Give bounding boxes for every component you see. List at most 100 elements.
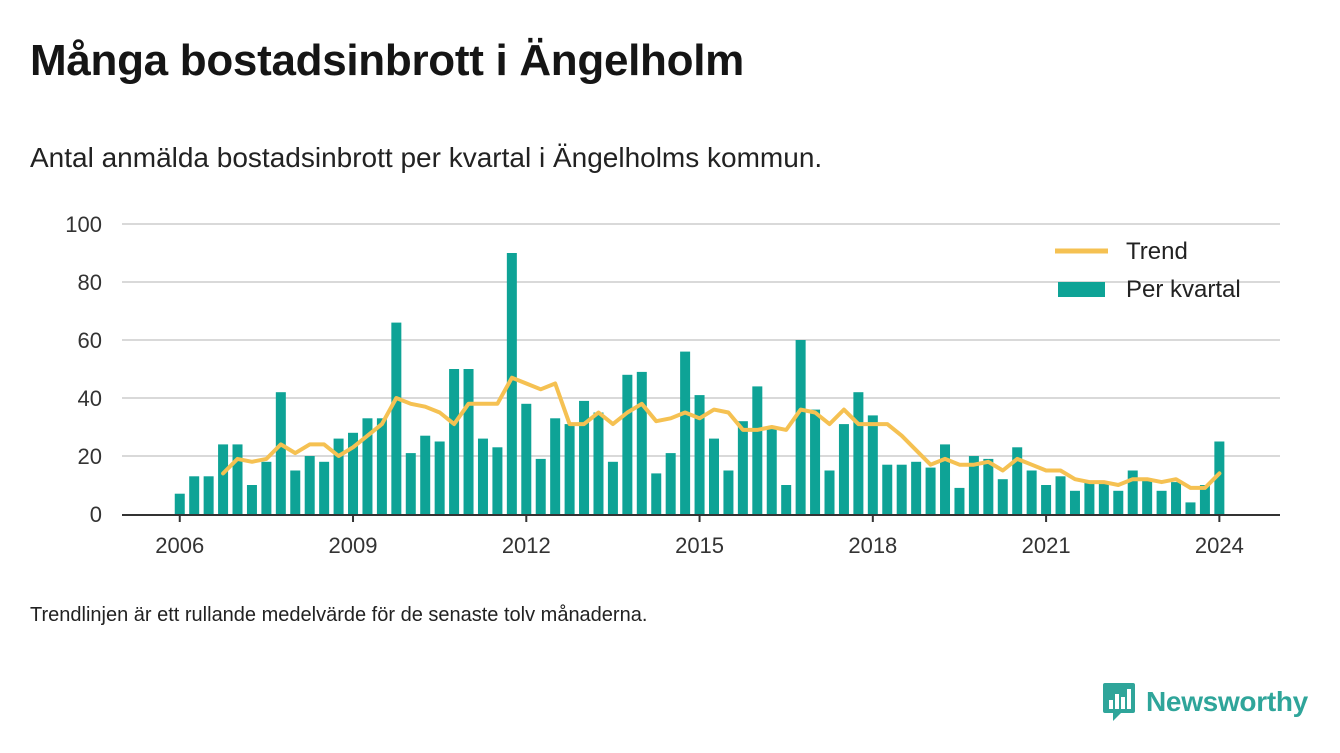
bar: [246, 485, 257, 514]
bar: [1055, 476, 1066, 514]
bar: [535, 458, 546, 514]
chart-title: Många bostadsinbrott i Ängelholm: [30, 36, 744, 85]
bar: [954, 487, 965, 514]
bar: [607, 461, 618, 514]
bar: [405, 453, 416, 514]
x-tick-label: 2018: [848, 533, 897, 558]
bar: [795, 340, 806, 514]
bar: [810, 409, 821, 514]
bar: [1012, 447, 1023, 514]
bar: [232, 444, 243, 514]
bar: [1113, 490, 1124, 514]
bar: [463, 369, 474, 514]
bar: [449, 369, 460, 514]
bar: [766, 427, 777, 514]
bar: [420, 435, 431, 514]
bar: [867, 415, 878, 514]
bar: [737, 421, 748, 514]
bar: [1069, 490, 1080, 514]
footnote: Trendlinjen är ett rullande medelvärde f…: [30, 604, 648, 626]
bar-series: [174, 253, 1225, 514]
bar: [968, 456, 979, 514]
bar: [1026, 470, 1037, 514]
y-tick-label: 80: [78, 270, 102, 295]
bar: [622, 374, 633, 514]
bar: [708, 438, 719, 514]
bar: [477, 438, 488, 514]
bar: [376, 418, 387, 514]
bar: [1214, 441, 1225, 514]
y-tick-label: 100: [65, 212, 102, 237]
bar: [593, 412, 604, 514]
bar: [1199, 485, 1210, 514]
bar: [723, 470, 734, 514]
y-tick-label: 20: [78, 444, 102, 469]
y-tick-label: 40: [78, 386, 102, 411]
bar: [203, 476, 214, 514]
bar: [1171, 482, 1182, 514]
x-tick-label: 2015: [675, 533, 724, 558]
bar: [694, 395, 705, 514]
bar: [550, 418, 561, 514]
bar: [362, 418, 373, 514]
bar: [838, 424, 849, 514]
bar: [882, 464, 893, 514]
legend-bar-swatch: [1058, 282, 1105, 297]
x-tick-label: 2009: [329, 533, 378, 558]
x-tick-label: 2021: [1022, 533, 1071, 558]
bar: [434, 441, 445, 514]
y-axis-labels: 0 20 40 60 80 100: [65, 212, 102, 527]
bar: [579, 400, 590, 514]
x-tick-label: 2006: [155, 533, 204, 558]
legend: Trend Per kvartal: [1055, 238, 1241, 303]
brand: Newsworthy: [1102, 682, 1308, 722]
newsworthy-logo-icon: [1103, 683, 1135, 721]
bar: [925, 467, 936, 514]
bar: [665, 453, 676, 514]
bar: [1098, 482, 1109, 514]
brand-name: Newsworthy: [1146, 686, 1308, 717]
bar: [781, 485, 792, 514]
chart-subtitle: Antal anmälda bostadsinbrott per kvartal…: [30, 142, 823, 173]
y-tick-label: 60: [78, 328, 102, 353]
bar: [304, 456, 315, 514]
trend-line: [221, 375, 1222, 490]
bar: [824, 470, 835, 514]
bar: [853, 392, 864, 514]
x-tick-label: 2012: [502, 533, 551, 558]
bar: [319, 461, 330, 514]
bar: [521, 403, 532, 514]
bar: [391, 322, 402, 514]
bar: [680, 351, 691, 514]
bar: [333, 438, 344, 514]
bar: [1156, 490, 1167, 514]
bar: [1041, 485, 1052, 514]
bar: [1185, 502, 1196, 514]
bar: [189, 476, 200, 514]
bar: [492, 447, 503, 514]
bar: [348, 432, 359, 514]
bar: [911, 461, 922, 514]
bar: [636, 371, 647, 514]
bar: [1142, 479, 1153, 514]
bar: [564, 424, 575, 514]
bar: [752, 386, 763, 514]
bar: [940, 444, 951, 514]
bar: [290, 470, 301, 514]
bar: [997, 479, 1008, 514]
x-tick-label: 2024: [1195, 533, 1244, 558]
bar: [174, 493, 185, 514]
legend-bar-label: Per kvartal: [1126, 276, 1241, 303]
bar: [275, 392, 286, 514]
bar: [1127, 470, 1138, 514]
bar: [983, 458, 994, 514]
bar: [218, 444, 229, 514]
x-axis-ticks: 2006 2009 2012 2015 2018 2021 2024: [155, 515, 1244, 558]
legend-trend-label: Trend: [1126, 238, 1188, 265]
chart: 0 20 40 60 80 100 2006 2009 2012 2015 2018 2021 202…: [65, 212, 1280, 558]
bar: [896, 464, 907, 514]
y-tick-label: 0: [90, 502, 102, 527]
bar: [506, 253, 517, 514]
bar: [651, 473, 662, 514]
bar: [1084, 482, 1095, 514]
